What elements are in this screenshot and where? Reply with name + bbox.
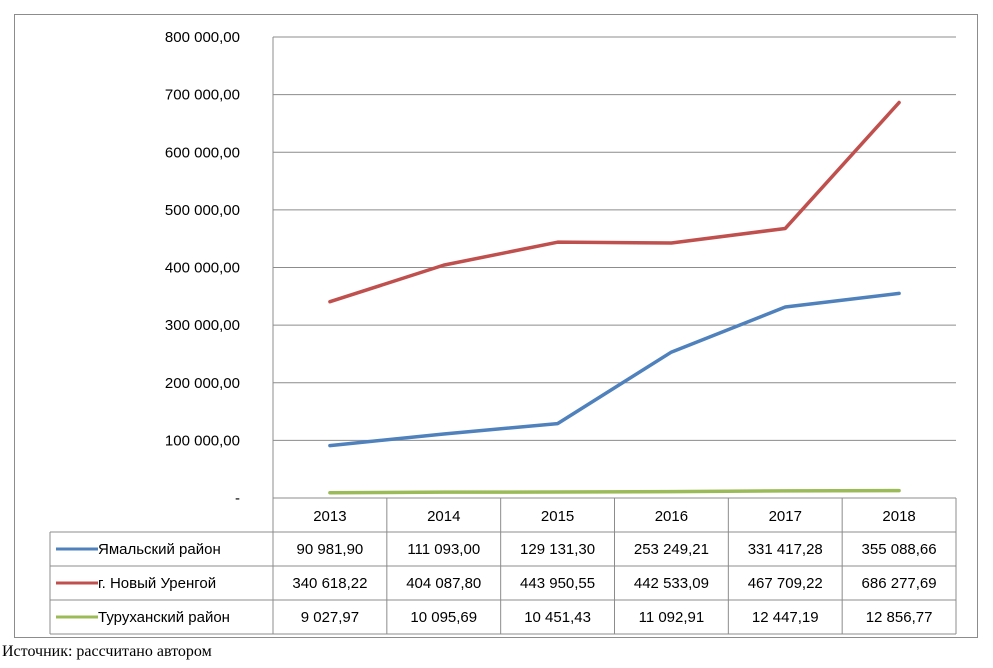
series-line <box>328 100 901 304</box>
data-label: 355 088,66 <box>862 541 937 558</box>
chart-frame <box>14 14 978 638</box>
y-tick-label: 800 000,00 <box>165 29 240 46</box>
data-label: 129 131,30 <box>520 541 595 558</box>
data-label: 9 027,97 <box>301 609 359 626</box>
data-label: 253 249,21 <box>634 541 709 558</box>
data-label: 11 092,91 <box>639 609 705 626</box>
data-label: 467 709,22 <box>748 575 823 592</box>
y-tick-label: 600 000,00 <box>165 144 240 161</box>
legend-entry: Туруханский район <box>98 609 230 626</box>
data-label: 686 277,69 <box>862 575 937 592</box>
data-label: 10 095,69 <box>410 609 477 626</box>
x-category-label: 2015 <box>541 508 574 525</box>
source-note: Источник: рассчитано автором <box>2 643 212 660</box>
y-tick-label: 700 000,00 <box>165 87 240 104</box>
series-line <box>328 291 901 448</box>
data-label: 442 533,09 <box>634 575 709 592</box>
data-label: 404 087,80 <box>406 575 481 592</box>
x-category-label: 2016 <box>655 508 688 525</box>
y-tick-label: 400 000,00 <box>165 260 240 277</box>
y-tick-label: - <box>235 490 240 507</box>
series-line <box>328 488 901 495</box>
data-label: 111 093,00 <box>407 541 480 558</box>
data-label: 10 451,43 <box>524 609 591 626</box>
line-chart: - 100 000,00 200 000,00 300 000,00 400 000,0… <box>49 29 957 635</box>
data-label: 12 856,77 <box>866 609 933 626</box>
y-tick-label: 200 000,00 <box>165 375 240 392</box>
data-label: 443 950,55 <box>520 575 595 592</box>
x-category-label: 2013 <box>313 508 346 525</box>
data-label: 12 447,19 <box>752 609 819 626</box>
x-category-label: 2017 <box>769 508 802 525</box>
legend-entry: г. Новый Уренгой <box>98 575 216 592</box>
x-category-label: 2018 <box>882 508 915 525</box>
x-category-label: 2014 <box>427 508 460 525</box>
data-label: 90 981,90 <box>297 541 364 558</box>
data-label: 340 618,22 <box>292 575 367 592</box>
legend-entry: Ямальский район <box>98 541 221 558</box>
y-tick-label: 100 000,00 <box>165 432 240 449</box>
data-label: 331 417,28 <box>748 541 823 558</box>
y-tick-label: 500 000,00 <box>165 202 240 219</box>
y-tick-label: 300 000,00 <box>165 317 240 334</box>
